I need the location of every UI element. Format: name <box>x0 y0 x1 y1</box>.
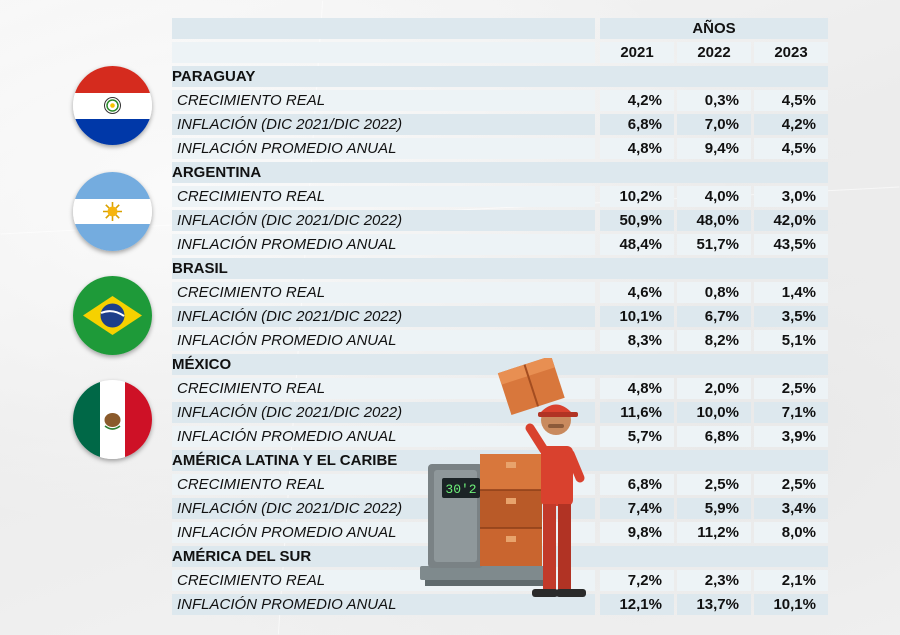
header-row: AÑOS <box>172 18 828 39</box>
metric-label: INFLACIÓN (DIC 2021/DIC 2022) <box>172 402 595 423</box>
metric-value-2022: 48,0% <box>677 210 751 231</box>
metric-value-2021: 9,8% <box>600 522 674 543</box>
argentina-flag-icon <box>73 172 152 251</box>
table-row: INFLACIÓN (DIC 2021/DIC 2022) 6,8% 7,0% 4,2… <box>172 114 828 135</box>
metric-value-2021: 6,8% <box>600 474 674 495</box>
metric-value-2022: 7,0% <box>677 114 751 135</box>
table-row: CRECIMIENTO REAL 4,2% 0,3% 4,5% <box>172 90 828 111</box>
delivery-worker-illustration: 30'2 <box>420 358 586 597</box>
table-row: CRECIMIENTO REAL 10,2% 4,0% 3,0% <box>172 186 828 207</box>
metric-value-2022: 0,8% <box>677 282 751 303</box>
year-header-2: 2023 <box>754 42 828 63</box>
metric-value-2023: 7,1% <box>754 402 828 423</box>
metric-value-2021: 10,1% <box>600 306 674 327</box>
table-row: INFLACIÓN PROMEDIO ANUAL 4,8% 9,4% 4,5% <box>172 138 828 159</box>
section-header-row: BRASIL <box>172 258 828 279</box>
years-group-header: AÑOS <box>600 18 828 39</box>
table-row: CRECIMIENTO REAL 4,8% 2,0% 2,5% <box>172 378 828 399</box>
metric-label: INFLACIÓN PROMEDIO ANUAL <box>172 594 595 615</box>
metric-value-2021: 10,2% <box>600 186 674 207</box>
metric-label: INFLACIÓN (DIC 2021/DIC 2022) <box>172 306 595 327</box>
metric-value-2021: 4,8% <box>600 138 674 159</box>
table-row: INFLACIÓN PROMEDIO ANUAL 5,7% 6,8% 3,9% <box>172 426 828 447</box>
metric-label: CRECIMIENTO REAL <box>172 378 595 399</box>
table-row: INFLACIÓN PROMEDIO ANUAL 8,3% 8,2% 5,1% <box>172 330 828 351</box>
section-country-label: MÉXICO <box>172 354 828 375</box>
metric-value-2023: 5,1% <box>754 330 828 351</box>
table-row: CRECIMIENTO REAL 4,6% 0,8% 1,4% <box>172 282 828 303</box>
metric-value-2021: 6,8% <box>600 114 674 135</box>
metric-value-2021: 4,8% <box>600 378 674 399</box>
section-header-row: ARGENTINA <box>172 162 828 183</box>
metric-value-2023: 3,0% <box>754 186 828 207</box>
metric-label: INFLACIÓN (DIC 2021/DIC 2022) <box>172 210 595 231</box>
metric-value-2023: 4,5% <box>754 138 828 159</box>
table-row: INFLACIÓN PROMEDIO ANUAL 12,1% 13,7% 10,1% <box>172 594 828 615</box>
metric-value-2021: 4,6% <box>600 282 674 303</box>
metric-label: INFLACIÓN PROMEDIO ANUAL <box>172 138 595 159</box>
metric-value-2023: 43,5% <box>754 234 828 255</box>
section-header-row: PARAGUAY <box>172 66 828 87</box>
metric-value-2022: 2,3% <box>677 570 751 591</box>
metric-value-2023: 10,1% <box>754 594 828 615</box>
metric-value-2022: 13,7% <box>677 594 751 615</box>
years-header-row: 2021 2022 2023 <box>172 42 828 63</box>
metric-value-2022: 9,4% <box>677 138 751 159</box>
table-row: INFLACIÓN (DIC 2021/DIC 2022) 11,6% 10,0% 7… <box>172 402 828 423</box>
metric-value-2021: 7,2% <box>600 570 674 591</box>
header-blank-cell <box>172 42 595 63</box>
metric-value-2021: 4,2% <box>600 90 674 111</box>
metric-value-2021: 12,1% <box>600 594 674 615</box>
metric-value-2023: 3,9% <box>754 426 828 447</box>
section-country-label: PARAGUAY <box>172 66 828 87</box>
metric-value-2023: 2,5% <box>754 378 828 399</box>
metric-label: CRECIMIENTO REAL <box>172 186 595 207</box>
section-country-label: ARGENTINA <box>172 162 828 183</box>
table-row: INFLACIÓN PROMEDIO ANUAL 48,4% 51,7% 43,5% <box>172 234 828 255</box>
metric-value-2022: 8,2% <box>677 330 751 351</box>
section-header-row: MÉXICO <box>172 354 828 375</box>
metric-value-2022: 2,0% <box>677 378 751 399</box>
metric-label: CRECIMIENTO REAL <box>172 90 595 111</box>
header-blank-cell <box>172 18 595 39</box>
metric-value-2021: 8,3% <box>600 330 674 351</box>
metric-value-2022: 10,0% <box>677 402 751 423</box>
section-country-label: BRASIL <box>172 258 828 279</box>
metric-value-2021: 5,7% <box>600 426 674 447</box>
metric-value-2022: 0,3% <box>677 90 751 111</box>
paraguay-flag-icon <box>73 66 152 145</box>
table-row: INFLACIÓN (DIC 2021/DIC 2022) 10,1% 6,7% 3,… <box>172 306 828 327</box>
metric-value-2022: 2,5% <box>677 474 751 495</box>
metric-value-2021: 7,4% <box>600 498 674 519</box>
metric-label: INFLACIÓN PROMEDIO ANUAL <box>172 330 595 351</box>
metric-value-2023: 3,4% <box>754 498 828 519</box>
metric-label: INFLACIÓN PROMEDIO ANUAL <box>172 426 595 447</box>
metric-value-2023: 1,4% <box>754 282 828 303</box>
scale-display-text: 30'2 <box>445 482 476 497</box>
metric-value-2023: 4,5% <box>754 90 828 111</box>
mexico-flag-icon <box>73 380 152 459</box>
year-header-0: 2021 <box>600 42 674 63</box>
metric-value-2023: 2,5% <box>754 474 828 495</box>
metric-label: INFLACIÓN (DIC 2021/DIC 2022) <box>172 114 595 135</box>
metric-value-2022: 11,2% <box>677 522 751 543</box>
metric-label: INFLACIÓN PROMEDIO ANUAL <box>172 234 595 255</box>
metric-value-2022: 6,8% <box>677 426 751 447</box>
metric-value-2022: 6,7% <box>677 306 751 327</box>
metric-value-2022: 51,7% <box>677 234 751 255</box>
table-row: INFLACIÓN (DIC 2021/DIC 2022) 50,9% 48,0% 4… <box>172 210 828 231</box>
metric-value-2023: 4,2% <box>754 114 828 135</box>
year-header-1: 2022 <box>677 42 751 63</box>
metric-value-2023: 2,1% <box>754 570 828 591</box>
metric-value-2021: 11,6% <box>600 402 674 423</box>
metric-value-2023: 8,0% <box>754 522 828 543</box>
metric-label: CRECIMIENTO REAL <box>172 282 595 303</box>
metric-value-2022: 4,0% <box>677 186 751 207</box>
metric-value-2023: 42,0% <box>754 210 828 231</box>
brazil-flag-icon <box>73 276 152 355</box>
metric-value-2023: 3,5% <box>754 306 828 327</box>
metric-value-2021: 50,9% <box>600 210 674 231</box>
metric-value-2022: 5,9% <box>677 498 751 519</box>
metric-value-2021: 48,4% <box>600 234 674 255</box>
